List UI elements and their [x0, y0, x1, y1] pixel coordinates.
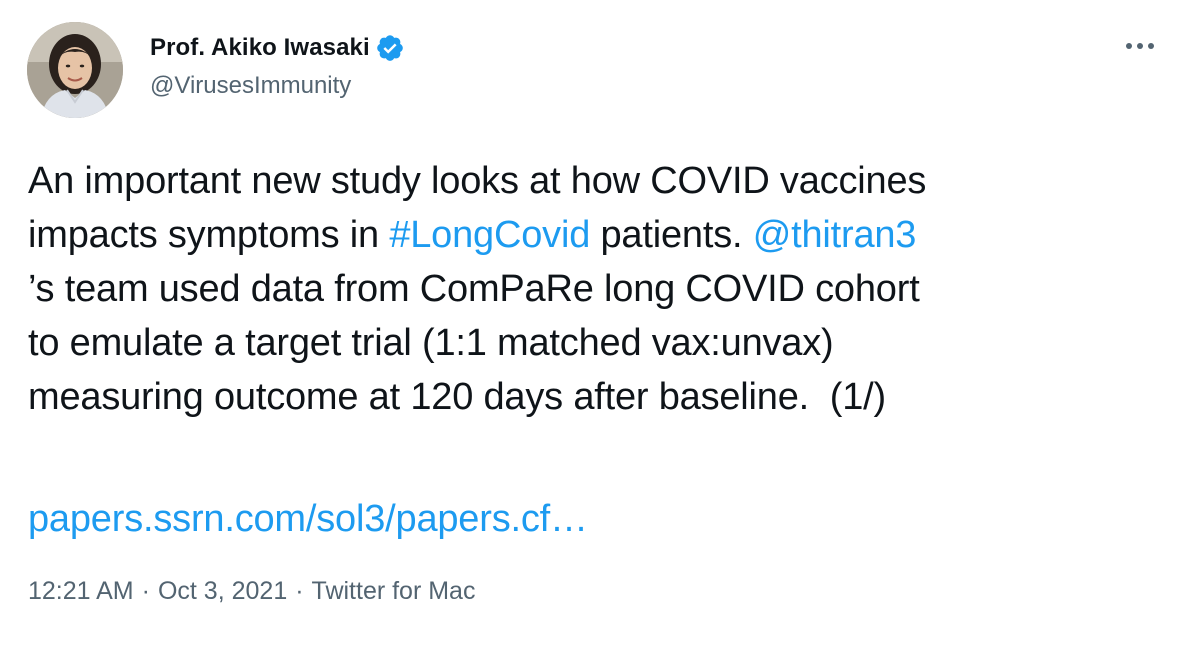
tweet-text: An important new study looks at how COVI…: [28, 154, 1158, 424]
tweet-text-line: An important new study looks at how COVI…: [28, 160, 927, 202]
paper-url-link[interactable]: papers.ssrn.com/sol3/papers.cf…: [28, 498, 588, 540]
tweet-text-line: impacts symptoms in #LongCovid patients.…: [28, 208, 1158, 262]
tweet-text-segment: patients.: [590, 214, 753, 256]
tweet-text-line: ’s team used data from ComPaRe long COVI…: [28, 268, 920, 310]
tweet-time[interactable]: 12:21 AM: [28, 577, 134, 605]
meta-separator: ·: [141, 577, 150, 605]
verified-badge-icon: [375, 33, 405, 63]
tweet-source[interactable]: Twitter for Mac: [311, 577, 476, 605]
tweet-text-segment: impacts symptoms in: [28, 214, 390, 256]
author-name-row[interactable]: Prof. Akiko Iwasaki: [150, 30, 405, 66]
avatar[interactable]: [27, 22, 123, 118]
author-handle[interactable]: @VirusesImmunity: [150, 72, 352, 99]
tweet-date[interactable]: Oct 3, 2021: [157, 577, 288, 605]
author-display-name[interactable]: Prof. Akiko Iwasaki: [150, 34, 370, 61]
avatar-photo: [27, 22, 123, 118]
tweet-text-line: to emulate a target trial (1:1 matched v…: [28, 322, 834, 364]
more-options-icon[interactable]: [1122, 28, 1158, 64]
tweet-meta: 12:21 AM · Oct 3, 2021 · Twitter for Mac: [28, 577, 475, 606]
mention-link[interactable]: @thitran3: [752, 214, 917, 256]
hashtag-link[interactable]: #LongCovid: [389, 214, 591, 256]
meta-separator: ·: [295, 577, 304, 605]
tweet-text-line: measuring outcome at 120 days after base…: [28, 376, 886, 418]
